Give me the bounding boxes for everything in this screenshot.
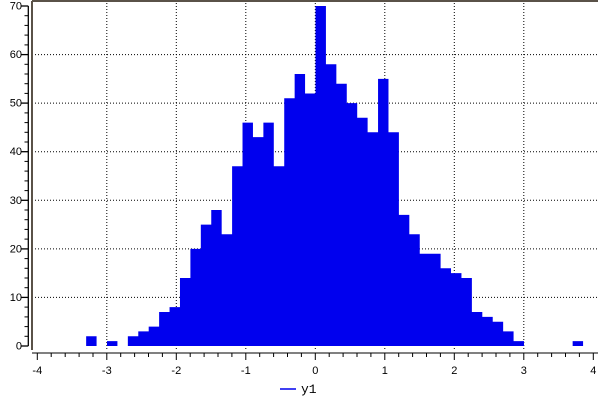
- svg-text:40: 40: [10, 146, 22, 158]
- svg-text:4: 4: [590, 365, 596, 377]
- svg-text:60: 60: [10, 49, 22, 61]
- svg-text:20: 20: [10, 243, 22, 255]
- svg-text:-1: -1: [241, 365, 251, 377]
- svg-text:10: 10: [10, 292, 22, 304]
- svg-text:1: 1: [382, 365, 388, 377]
- svg-text:0: 0: [16, 341, 22, 353]
- svg-text:0: 0: [312, 365, 318, 377]
- svg-text:y1: y1: [301, 382, 317, 397]
- svg-text:2: 2: [451, 365, 457, 377]
- svg-text:-4: -4: [32, 365, 42, 377]
- svg-text:-3: -3: [102, 365, 112, 377]
- svg-text:30: 30: [10, 195, 22, 207]
- svg-text:3: 3: [521, 365, 527, 377]
- svg-text:70: 70: [10, 1, 22, 13]
- svg-text:-2: -2: [171, 365, 181, 377]
- svg-text:50: 50: [10, 98, 22, 110]
